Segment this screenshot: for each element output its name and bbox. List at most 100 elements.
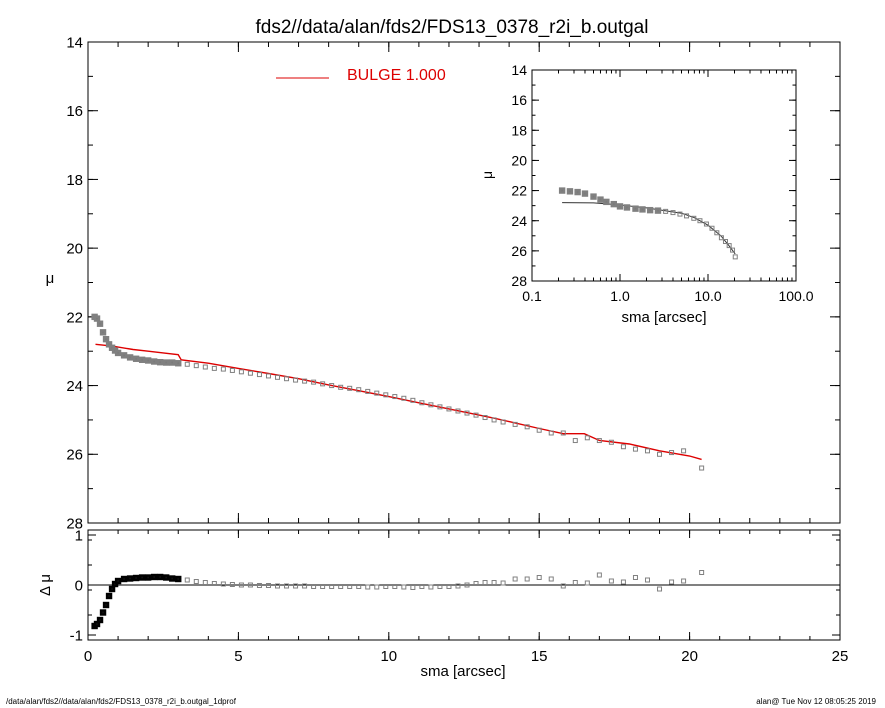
inset-plot-area: 14 16 18 20 22 24 26 280.1 1.0 10.0 100.0 [511,62,813,304]
data-point [184,577,190,583]
main-y-axis-label: μ [46,270,55,287]
data-point [138,574,146,581]
x-tick-label: 20 [681,648,698,665]
data-point [500,580,506,586]
data-point [114,577,122,585]
x-tick-label: 10.0 [694,288,721,304]
data-point [150,358,158,365]
data-point [726,243,732,249]
data-point [632,575,638,580]
y-tick-label: 26 [511,243,527,259]
data-point [347,385,353,391]
data-point [338,584,344,589]
data-point [320,381,326,387]
y-tick-label: 18 [66,172,83,189]
data-point [356,584,362,589]
data-point [383,392,389,398]
data-point [247,370,253,376]
main-plot-area: 14 16 18 20 22 24 26 28 [66,34,841,532]
model-line [95,343,702,461]
data-point [572,438,578,444]
data-point [639,206,646,213]
data-point [590,193,597,200]
data-point [584,580,590,586]
data-point [560,430,566,436]
data-point [632,446,638,452]
main-legend: BULGE 1.000 [276,67,446,84]
data-point [732,254,738,260]
data-point [596,438,602,444]
data-point [428,584,434,590]
data-point [302,378,308,384]
data-point [558,187,566,194]
legend-label: BULGE 1.000 [347,67,446,84]
data-point [169,359,176,366]
data-point [455,583,461,589]
data-point [401,584,407,590]
data-point [329,584,335,589]
y-tick-label: 20 [66,241,83,258]
data-point [132,574,140,582]
data-point [722,239,728,245]
data-point [473,581,479,586]
main-panel: 14 16 18 20 22 24 26 28 μ BULGE 1.000 [46,34,841,532]
inset-background [532,70,796,281]
main-frame [87,41,841,524]
y-tick-label: 14 [66,34,83,51]
data-point [302,583,308,589]
data-point [102,601,110,609]
data-point [596,572,602,578]
data-point [144,574,152,581]
data-point [663,208,669,214]
data-point [356,387,362,393]
data-point [238,582,244,588]
data-point [500,419,506,425]
data-point [610,200,617,208]
data-point [275,374,281,380]
data-point [138,356,146,364]
inset-frame [531,69,797,282]
data-point [473,412,479,418]
x-tick-label: 100.0 [778,288,813,304]
y-tick-label: 1 [75,527,83,544]
footer-file-path: /data/alan/fds2//data/alan/fds2/FDS13_03… [6,697,236,706]
residual-y-axis-label: Δ μ [37,574,54,596]
inset-y-axis-label: μ [479,171,495,179]
data-point [584,435,590,441]
data-point [437,584,443,589]
data-point [670,210,676,216]
data-point [193,579,199,584]
data-point [491,580,497,585]
data-point [175,360,182,367]
data-point [654,207,662,214]
y-tick-label: 26 [66,447,83,464]
data-point [437,404,443,410]
data-point [163,359,170,366]
data-point [256,583,262,588]
y-tick-label: 24 [511,213,527,229]
x-tick-label: 15 [531,648,548,665]
data-point [644,448,650,454]
footer-timestamp: alan@ Tue Nov 12 08:05:25 2019 [756,697,876,706]
data-point [265,373,271,379]
data-point [156,359,164,366]
data-point [347,584,353,589]
data-point [410,585,416,590]
data-point [383,584,389,589]
data-point [620,579,626,585]
y-tick-label: 14 [511,62,527,78]
data-point [108,585,116,593]
data-point [293,583,299,589]
data-point [464,410,470,416]
y-tick-label: 20 [511,152,527,168]
data-point [284,376,290,382]
data-point [126,354,134,361]
data-point [482,415,488,421]
x-tick-label: 1.0 [610,288,630,304]
x-tick-label: 10 [380,648,397,665]
data-point [464,582,470,588]
data-point [703,221,709,227]
data-point [419,400,425,406]
